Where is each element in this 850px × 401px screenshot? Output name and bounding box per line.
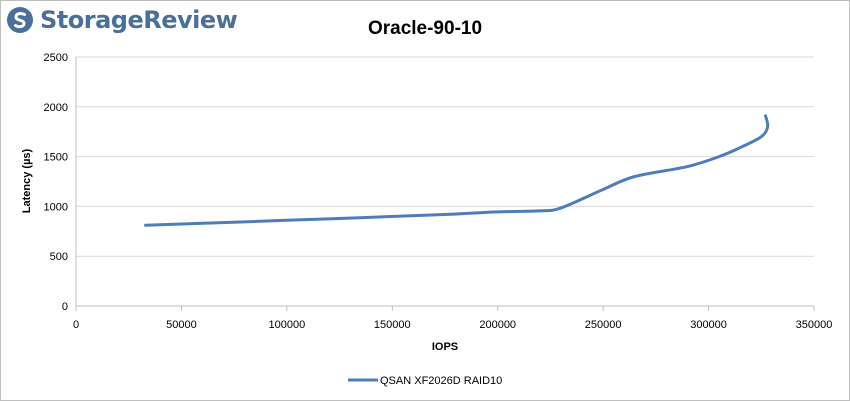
y-tick-label: 2500 [44, 52, 68, 64]
series-line-0 [144, 114, 770, 227]
series-layer [144, 114, 770, 227]
x-tick-label: 150000 [374, 319, 411, 331]
y-axis-label: Latency (µs) [21, 148, 33, 213]
y-tick-label: 500 [50, 251, 68, 263]
x-tick-label: 200000 [479, 319, 516, 331]
x-tick-label: 100000 [268, 319, 305, 331]
x-tick-label: 300000 [690, 319, 727, 331]
logo-icon [7, 7, 33, 33]
tick-labels: 0 500 1000 1500 2000 2500 0 50000 100000 150000 20… [44, 52, 833, 331]
y-tick-label: 1000 [44, 201, 68, 213]
legend: QSAN XF2026D RAID10 [348, 375, 502, 387]
y-tick-label: 2000 [44, 102, 68, 114]
gridlines [76, 56, 814, 257]
x-tick-label: 0 [73, 319, 79, 331]
storagereview-logo: StorageReview [6, 4, 238, 36]
legend-label-qsan: QSAN XF2026D RAID10 [380, 375, 502, 387]
x-tick-label: 50000 [166, 319, 197, 331]
x-axis-label: IOPS [432, 341, 458, 353]
chart-title: Oracle-90-10 [368, 18, 482, 39]
x-tick-label: 350000 [796, 319, 833, 331]
axes [75, 57, 815, 311]
x-tick-label: 250000 [585, 319, 622, 331]
y-tick-label: 1500 [44, 152, 68, 164]
y-tick-label: 0 [62, 301, 68, 313]
logo-text: StorageReview [40, 6, 238, 34]
